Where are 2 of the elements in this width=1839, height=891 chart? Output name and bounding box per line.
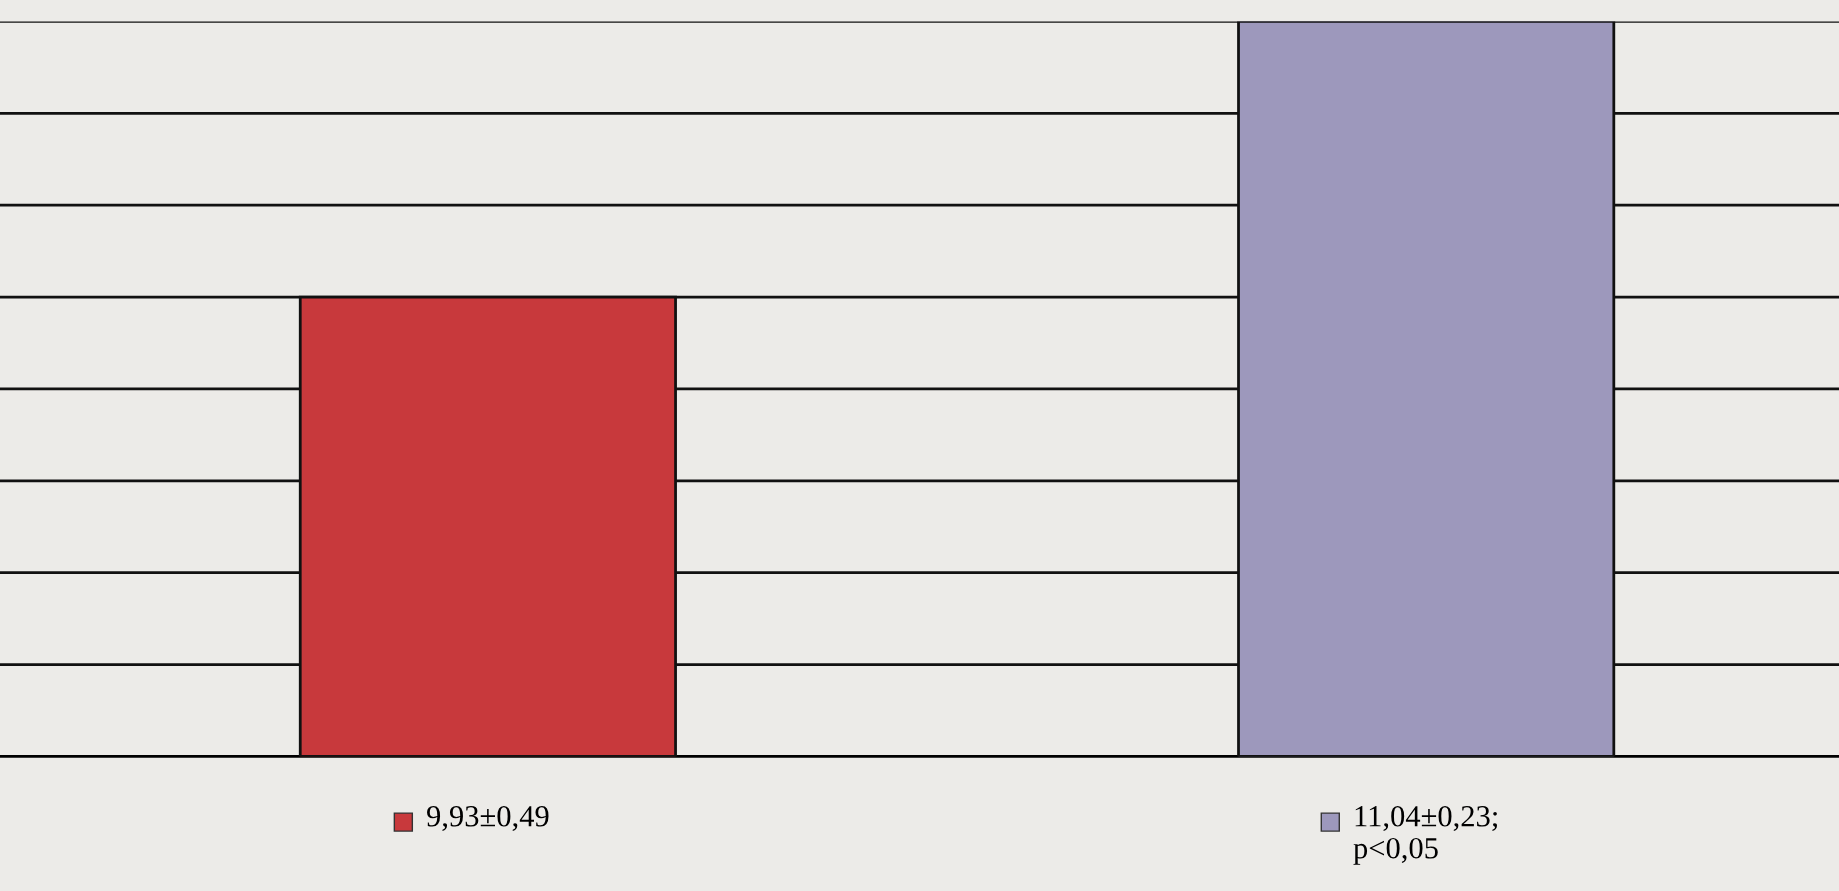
x-tick-label: 11,04±0,23; p<0,05	[1353, 805, 1497, 865]
x-tick-label: 9,93±0,49	[427, 805, 549, 831]
